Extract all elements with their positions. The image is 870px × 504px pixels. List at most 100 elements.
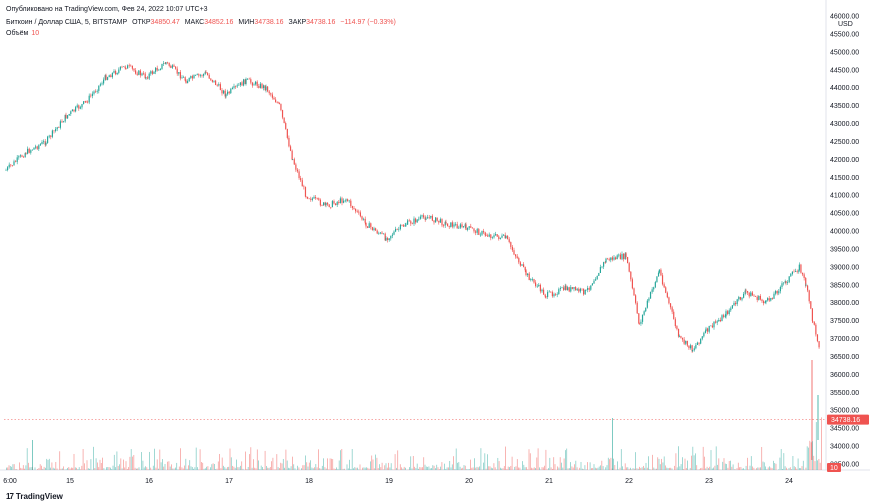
candle-body [365,222,367,227]
candle-body [573,287,575,289]
volume-bar [747,457,748,470]
volume-bar [799,468,800,470]
candle-body [175,66,177,69]
volume-bar [461,468,462,470]
y-tick-label: 41000.00 [830,193,859,200]
candle-body [541,289,543,292]
candle-body [413,218,415,224]
y-tick-label: 37500.00 [830,318,859,325]
volume-bar [663,456,665,470]
volume-bar [718,458,720,470]
candle-body [283,117,285,124]
candle-body [18,156,20,158]
volume-bar [602,466,604,470]
candle-body [591,283,593,286]
volume-bar [617,461,618,470]
candle-body [581,288,583,290]
volume-bar [21,468,23,470]
candle-body [485,235,487,236]
low-label: МИН [238,19,255,26]
candle-body [243,79,245,86]
candle-body [473,228,475,232]
volume-bar [344,468,345,470]
volume-bar [494,467,496,470]
volume-bar [636,468,638,470]
candle-body [419,216,421,219]
candle-body [168,62,170,66]
volume-bar [377,468,379,470]
volume-bar [505,446,506,470]
volume-bar [249,454,250,470]
volume-bar [459,466,461,470]
x-tick-label: 21 [545,478,553,485]
volume-bar [449,460,451,470]
candle-body [447,223,449,227]
candle-body [170,65,172,68]
candle-body [661,275,664,285]
volume-bar [615,469,617,470]
footer-brand[interactable]: 17 TradingView [6,492,63,501]
candle-body [24,153,26,158]
candle-body [123,66,125,68]
candle-body [584,289,586,295]
candle-body [116,72,118,75]
volume-bar [536,457,538,470]
volume-bar [492,468,493,470]
volume-bar [150,467,152,470]
candle-body [38,145,40,149]
volume-bar [82,448,84,470]
volume-bar [340,450,341,470]
volume-bar [41,465,42,470]
volume-bar [16,469,18,470]
volume-bar [102,457,103,470]
volume-bar [276,454,278,470]
volume-bar [305,455,306,470]
volume-bar [479,466,480,470]
candle-body [183,77,185,78]
volume-bar [8,465,10,470]
volume-bar [440,466,441,470]
candle-body [496,234,498,237]
candle-body [48,135,50,137]
candle-body [61,121,63,123]
candle-body [81,104,83,108]
candle-body [761,299,763,302]
candle-body [227,91,229,95]
volume-bar [702,446,704,470]
volume-bar [162,459,163,470]
candle-body [156,67,158,71]
candle-body [228,91,230,94]
candle-body [564,285,566,290]
candle-body [338,201,340,203]
candle-body [87,101,89,103]
candle-body [453,224,455,227]
candle-body [184,77,186,81]
candle-body [271,94,273,98]
candle-body [325,202,327,205]
volume-bar [73,453,75,470]
volume-bar [424,464,426,470]
volume-bar [399,464,401,470]
volume-bar [568,468,570,470]
candle-body [91,93,93,96]
candle-body [544,294,546,297]
volume-bar [403,466,405,470]
candle-body [441,219,443,226]
volume-bar [483,462,484,470]
volume-bar [279,468,280,470]
volume-bar [372,459,374,470]
candle-body [751,292,753,296]
volume-bar [724,463,726,470]
volume-bar [557,466,558,470]
candle-body [461,224,463,228]
volume-bar [649,469,651,470]
volume-bar [95,458,97,470]
candle-body [341,198,343,203]
candle-body [219,84,221,91]
volume-bar [141,452,142,470]
candle-body [251,82,253,86]
volume-bar [620,449,622,470]
volume-bar [266,465,267,470]
candle-body [692,350,694,352]
